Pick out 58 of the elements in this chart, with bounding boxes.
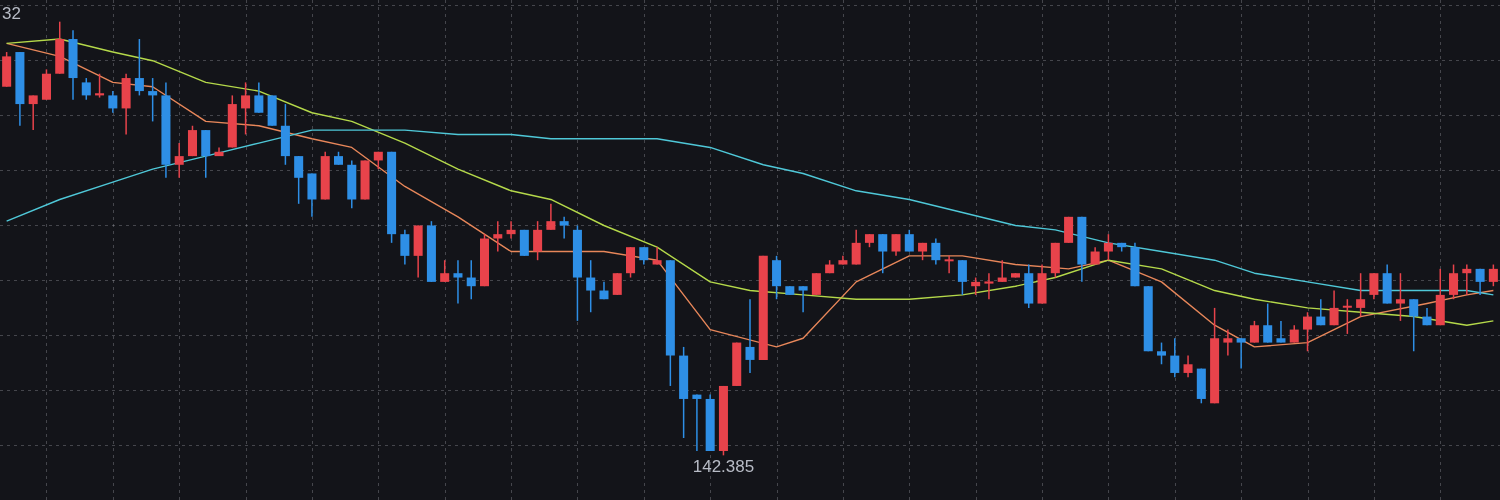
candlestick <box>533 220 543 261</box>
candlestick <box>453 259 463 305</box>
candlestick <box>493 220 503 253</box>
candlestick <box>931 237 941 266</box>
candlestick <box>174 142 184 179</box>
candlestick <box>586 259 596 313</box>
candlestick <box>466 259 476 300</box>
candlestick <box>891 233 901 257</box>
candlestick <box>798 285 808 313</box>
candlestick <box>1103 233 1113 261</box>
candlestick <box>81 77 91 101</box>
candlestick <box>811 272 821 296</box>
candlestick <box>612 272 622 296</box>
candlestick <box>1223 328 1233 357</box>
candlestick <box>1488 263 1498 287</box>
candlestick <box>1170 337 1180 379</box>
candlestick <box>1303 311 1313 353</box>
candlestick <box>997 259 1007 283</box>
candlestick <box>904 229 914 253</box>
candlestick <box>1316 298 1326 326</box>
candlestick <box>745 298 755 374</box>
candlestick <box>652 246 662 266</box>
candlestick <box>241 81 251 136</box>
candlestick <box>294 155 304 205</box>
candlestick <box>1236 337 1246 370</box>
candlestick <box>1449 263 1459 300</box>
candlestick <box>1156 341 1167 366</box>
candlestick <box>546 203 556 231</box>
candlestick <box>1409 298 1419 353</box>
candlestick <box>506 220 516 240</box>
candlestick <box>984 272 994 300</box>
candlestick <box>1276 320 1286 344</box>
candlestick <box>944 255 954 274</box>
candlestick <box>692 393 702 452</box>
candlestick <box>1395 272 1405 322</box>
candlestick <box>1183 354 1193 379</box>
annotation: 142.385 <box>692 456 755 476</box>
candlestick <box>28 94 38 131</box>
candlestick <box>559 216 569 240</box>
candlestick <box>95 72 105 99</box>
candlestick <box>1249 320 1259 344</box>
candlestick <box>400 229 410 266</box>
candlestick <box>957 259 967 296</box>
candlestick <box>851 229 861 266</box>
candlestick <box>878 233 888 274</box>
candlestick <box>440 259 450 283</box>
candlestick <box>1462 263 1472 296</box>
candlestick <box>1329 289 1339 326</box>
annotation: 32 <box>2 4 21 24</box>
candlestick <box>1475 268 1485 296</box>
candlestick <box>1263 302 1273 344</box>
candlestick <box>108 90 118 114</box>
candlestick <box>134 38 144 97</box>
candlestick <box>1369 272 1379 300</box>
candlestick <box>148 77 158 123</box>
candlestick <box>254 81 264 114</box>
candlestick <box>1356 272 1366 318</box>
candlestick <box>1342 298 1352 335</box>
